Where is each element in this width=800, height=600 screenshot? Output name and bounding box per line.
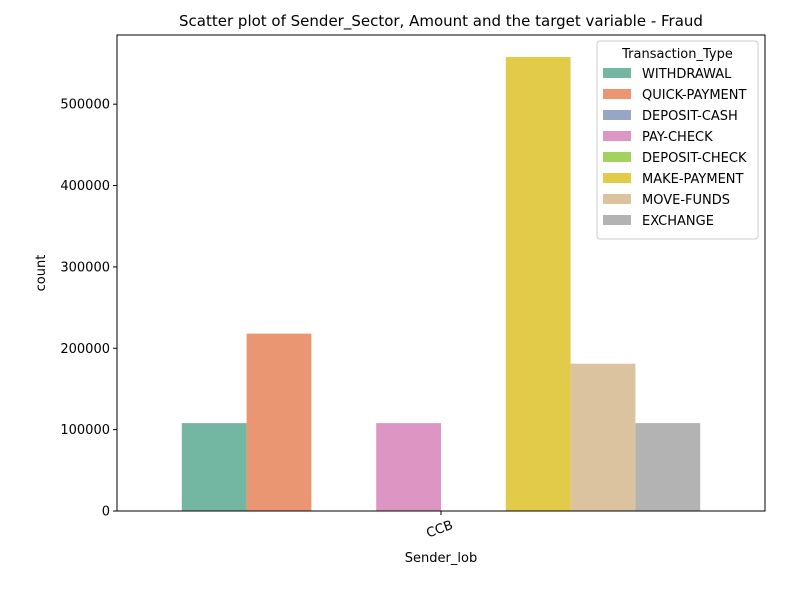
legend-entry: DEPOSIT-CASH: [642, 109, 738, 124]
legend-swatch: [603, 89, 631, 99]
chart-title: Scatter plot of Sender_Sector, Amount an…: [179, 12, 703, 31]
legend-entry: MOVE-FUNDS: [642, 193, 730, 208]
bars-group: [181, 56, 701, 511]
bar-withdrawal: [181, 423, 247, 511]
legend-swatch: [603, 152, 631, 162]
legend-swatch: [603, 68, 631, 78]
legend-entry: EXCHANGE: [642, 214, 714, 229]
legend-swatch: [603, 215, 631, 225]
x-axis: CCB: [425, 511, 456, 541]
legend-entry: DEPOSIT-CHECK: [642, 151, 747, 166]
bar-quick-payment: [246, 333, 312, 511]
y-tick-label: 400000: [60, 179, 110, 194]
legend-entry: MAKE-PAYMENT: [642, 172, 744, 187]
legend-title: Transaction_Type: [621, 47, 733, 62]
legend-entry: PAY-CHECK: [642, 130, 713, 145]
y-tick-label: 0: [102, 505, 110, 520]
y-tick-label: 200000: [60, 342, 110, 357]
legend-swatch: [603, 173, 631, 183]
y-tick-label: 500000: [60, 98, 110, 113]
x-axis-label: Sender_lob: [405, 551, 477, 566]
bar-pay-check: [376, 423, 441, 511]
y-axis-label: count: [34, 255, 49, 292]
legend-swatch: [603, 131, 631, 141]
legend-box: [596, 40, 759, 240]
y-tick-label: 100000: [60, 423, 110, 438]
y-tick-label: 300000: [60, 260, 110, 275]
bar-exchange: [635, 423, 701, 511]
bar-move-funds: [570, 363, 636, 511]
legend-entry: WITHDRAWAL: [642, 67, 732, 82]
x-tick-label: CCB: [425, 518, 456, 541]
bar-make-payment: [505, 56, 571, 511]
legend-swatch: [603, 110, 631, 120]
legend-entry: QUICK-PAYMENT: [642, 88, 746, 103]
legend-swatch: [603, 194, 631, 204]
legend: Transaction_Type WITHDRAWAL QUICK-PAYMENT D…: [596, 40, 759, 240]
y-axis: 0 100000 200000 300000 400000 500000: [60, 98, 117, 520]
